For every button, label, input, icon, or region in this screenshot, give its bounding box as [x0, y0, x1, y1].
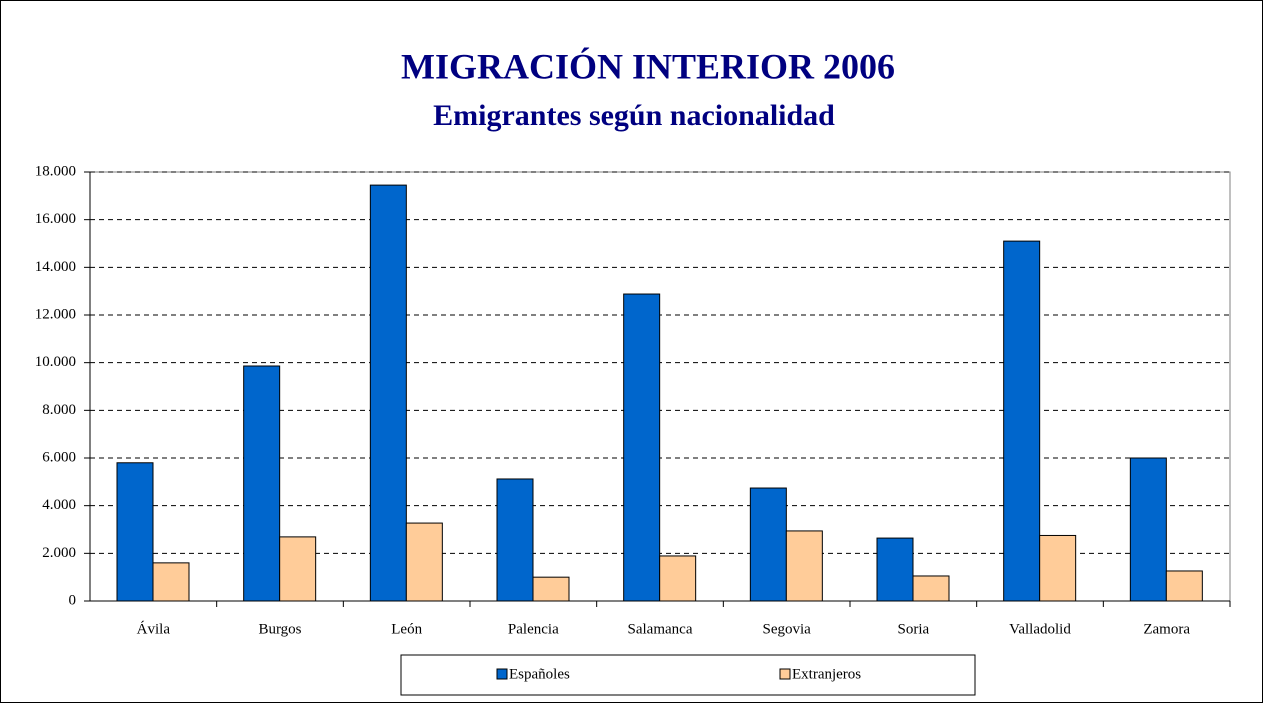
- bar: [116, 462, 154, 602]
- bar: [1003, 240, 1041, 602]
- bar: [1039, 534, 1077, 602]
- bar: [243, 365, 281, 602]
- y-tick-label: 14.000: [35, 259, 76, 275]
- y-tick-label: 16.000: [35, 211, 76, 227]
- bar: [749, 487, 787, 602]
- bar: [785, 530, 823, 602]
- y-tick-label: 18.000: [35, 163, 76, 179]
- y-tick-label: 0: [69, 592, 77, 608]
- y-tick-label: 6.000: [42, 449, 76, 465]
- x-tick-label: Zamora: [1143, 621, 1190, 637]
- y-tick-label: 8.000: [42, 402, 76, 418]
- bar: [532, 576, 570, 602]
- x-tick-label: Valladolid: [1009, 621, 1071, 637]
- x-tick-label: Ávila: [137, 620, 171, 637]
- bar: [1129, 457, 1167, 602]
- x-tick-label: Salamanca: [628, 621, 693, 637]
- bar: [876, 537, 914, 602]
- legend-swatch: [496, 668, 508, 680]
- x-tick-label: Burgos: [258, 621, 301, 637]
- bar: [279, 536, 317, 602]
- bar: [152, 562, 190, 602]
- y-tick-label: 2.000: [42, 545, 76, 561]
- x-tick-label: Soria: [897, 621, 929, 637]
- y-tick-label: 4.000: [42, 497, 76, 513]
- x-tick-label: Palencia: [508, 621, 559, 637]
- legend-swatch: [779, 668, 791, 680]
- bar: [405, 522, 443, 602]
- legend-box: [400, 654, 976, 696]
- bar: [1165, 570, 1203, 602]
- bar: [369, 184, 407, 602]
- chart-title: MIGRACIÓN INTERIOR 2006: [401, 46, 895, 86]
- bar: [623, 293, 661, 602]
- y-tick-label: 12.000: [35, 306, 76, 322]
- x-tick-label: León: [391, 621, 422, 637]
- legend-label: Extranjeros: [792, 666, 861, 682]
- bar: [659, 555, 697, 602]
- y-tick-label: 10.000: [35, 354, 76, 370]
- bar: [912, 575, 950, 602]
- bar: [496, 478, 534, 602]
- legend-label: Españoles: [509, 666, 570, 682]
- chart-subtitle: Emigrantes según nacionalidad: [433, 99, 835, 132]
- x-tick-label: Segovia: [763, 621, 812, 637]
